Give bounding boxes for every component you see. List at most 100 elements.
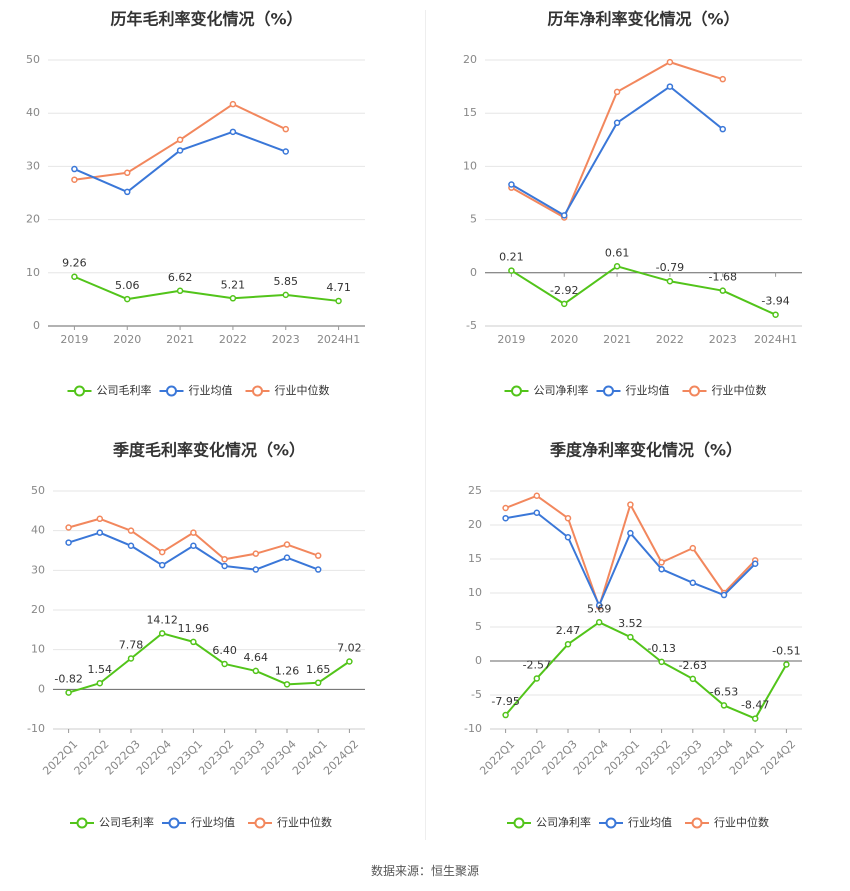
data-label: -6.53 <box>710 685 738 698</box>
legend-item-median: 行业中位数 <box>248 815 332 829</box>
data-point-company <box>158 630 166 637</box>
data-point-avg <box>666 83 674 90</box>
data-point-avg <box>533 509 541 517</box>
data-label: 1.26 <box>275 664 300 677</box>
data-point-company <box>252 667 260 675</box>
legend-label: 公司净利率 <box>534 383 589 397</box>
data-point-company <box>564 640 572 648</box>
data-point-company <box>282 291 289 299</box>
chart-title: 历年毛利率变化情况（%） <box>110 10 302 29</box>
y-tick-label: 10 <box>463 159 477 172</box>
legend-item-company: 公司净利率 <box>504 383 589 397</box>
data-point-median <box>158 548 166 556</box>
x-tick-label: 2023 <box>272 333 300 346</box>
data-point-median <box>283 541 291 548</box>
data-point-median <box>314 552 322 559</box>
data-label: -2.92 <box>550 284 578 297</box>
data-label: -0.13 <box>647 642 675 655</box>
data-label: 14.12 <box>146 613 178 626</box>
data-point-company <box>719 287 726 294</box>
y-tick-label: 40 <box>31 524 45 537</box>
data-point-avg <box>158 561 166 569</box>
y-tick-label: 20 <box>31 603 45 616</box>
data-label: 6.40 <box>212 644 237 657</box>
data-label: 5.21 <box>221 278 246 291</box>
data-point-median <box>658 559 665 566</box>
chart-title: 季度毛利率变化情况（%） <box>112 441 305 460</box>
legend-label: 公司净利率 <box>536 815 591 829</box>
legend-marker <box>166 385 177 397</box>
x-tick-label: 2020 <box>550 333 578 346</box>
data-point-company <box>783 661 790 668</box>
data-point-company <box>335 297 342 305</box>
data-label: 4.71 <box>326 281 351 294</box>
data-point-company <box>720 702 728 709</box>
data-label: 0.21 <box>499 251 524 264</box>
y-tick-label: 5 <box>470 213 477 226</box>
data-point-company <box>221 660 228 668</box>
chart-annual-net-margin: 历年净利率变化情况（%） -5 0 5 10 15 20 2019 2020 2021 2022 20… <box>425 0 850 430</box>
y-tick-label: -5 <box>471 688 482 701</box>
legend-label: 行业中位数 <box>714 815 769 829</box>
y-tick-label: 0 <box>475 654 482 667</box>
legend-item-avg: 行业均值 <box>596 384 670 397</box>
data-point-company <box>533 675 541 682</box>
chart-svg: 季度净利率变化情况（%）-10-505101520252022Q12022Q22… <box>464 441 802 829</box>
legend-label: 行业中位数 <box>275 383 330 397</box>
x-tick-label: 2022 <box>219 333 247 346</box>
data-point-company <box>283 681 291 688</box>
data-point-avg <box>283 554 291 561</box>
legend-label: 行业均值 <box>626 384 670 397</box>
series-line-company <box>510 265 776 316</box>
data-point-median <box>96 515 104 523</box>
legend-marker <box>513 817 525 829</box>
legend-label: 行业均值 <box>191 816 235 829</box>
series-line-median <box>505 494 756 608</box>
data-point-avg <box>627 529 634 537</box>
data-point-company <box>229 295 237 302</box>
series-line-median <box>68 517 319 561</box>
legend-label: 行业中位数 <box>712 383 767 397</box>
x-tick-label: 2020 <box>113 333 141 346</box>
legend-item-median: 行业中位数 <box>245 383 330 397</box>
data-point-avg <box>190 542 197 549</box>
data-point-avg <box>176 147 184 154</box>
data-point-median <box>229 100 237 108</box>
legend-label: 行业均值 <box>189 384 233 397</box>
data-point-median <box>221 555 228 563</box>
data-label: -2.63 <box>679 659 707 672</box>
legend-marker <box>689 385 700 397</box>
data-point-company <box>346 658 353 665</box>
y-tick-label: 20 <box>26 213 40 226</box>
data-point-median <box>176 136 184 144</box>
y-tick-label: 20 <box>463 53 477 66</box>
data-point-company <box>176 287 184 295</box>
y-tick-label: 15 <box>468 552 482 565</box>
data-point-median <box>190 529 197 536</box>
y-tick-label: 5 <box>475 620 482 633</box>
data-label: 1.65 <box>306 663 331 676</box>
y-tick-label: 10 <box>26 266 40 279</box>
data-point-median <box>627 501 634 508</box>
data-point-median <box>666 58 674 66</box>
legend-item-median: 行业中位数 <box>685 815 769 829</box>
data-label: 9.26 <box>62 257 87 270</box>
x-tick-label: 2021 <box>603 333 631 346</box>
x-tick-label: 2019 <box>497 333 525 346</box>
data-point-avg <box>595 601 603 609</box>
data-point-company <box>314 679 322 687</box>
series-line-company <box>504 621 788 720</box>
data-point-median <box>124 169 131 177</box>
data-point-median <box>719 75 726 83</box>
legend-item-avg: 行业均值 <box>159 384 233 397</box>
legend-item-company: 公司毛利率 <box>67 383 152 397</box>
y-tick-label: 25 <box>468 484 482 497</box>
data-point-avg <box>689 579 697 587</box>
data-label: 1.54 <box>88 663 113 676</box>
data-point-avg <box>229 128 237 136</box>
data-source-note: 数据来源：恒生聚源 <box>370 864 479 878</box>
data-point-avg <box>564 533 572 541</box>
data-point-median <box>71 176 78 183</box>
chart-quarterly-net-margin: 季度净利率变化情况（%） -10 -5 0 5 10 15 20 25 2022Q1 2022Q2 2… <box>425 430 850 850</box>
y-tick-label: -10 <box>27 722 45 735</box>
